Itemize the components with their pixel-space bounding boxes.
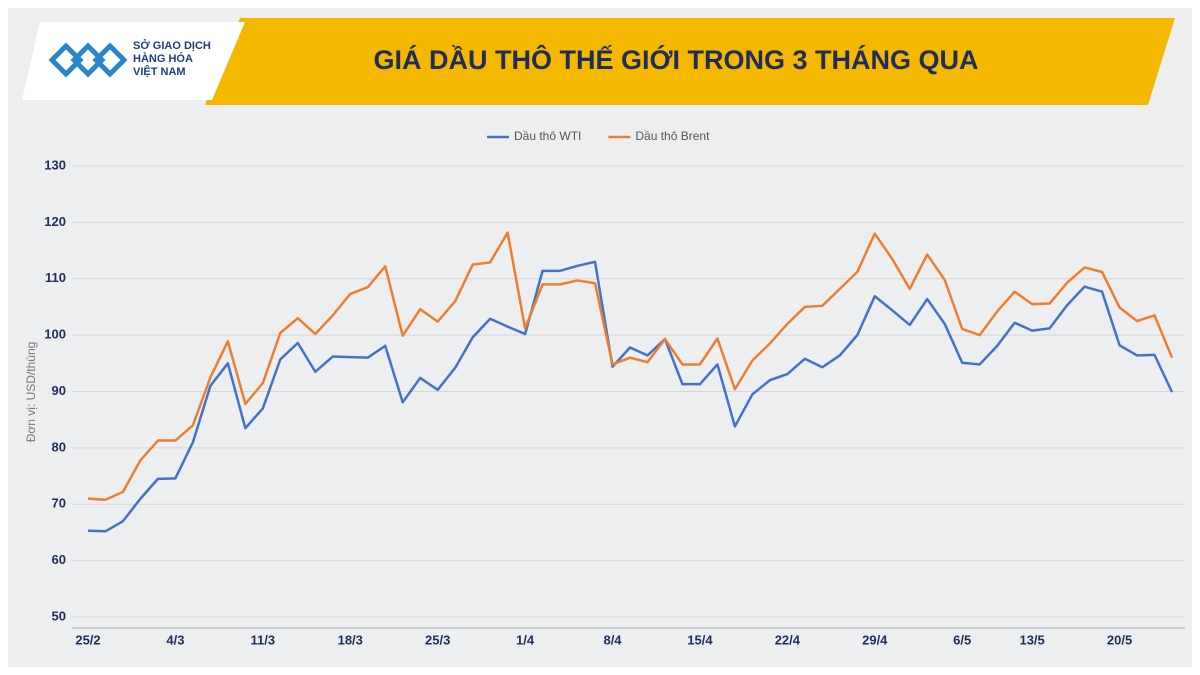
y-tick-label: 130 [44, 157, 66, 172]
x-tick-label: 4/3 [166, 632, 184, 647]
title-banner [205, 18, 1175, 105]
logo-text: VIỆT NAM [133, 65, 186, 78]
logo-text: SỞ GIAO DỊCH [133, 39, 211, 52]
legend-label: Dầu thô WTI [514, 129, 581, 143]
x-tick-label: 25/3 [425, 632, 450, 647]
y-tick-label: 50 [52, 608, 66, 623]
x-tick-label: 29/4 [862, 632, 888, 647]
x-tick-label: 11/3 [251, 632, 276, 647]
y-tick-label: 100 [44, 327, 66, 342]
x-tick-label: 25/2 [75, 632, 100, 647]
line-series [87, 231, 1174, 501]
panel [8, 8, 1192, 667]
legend-label: Dầu thô Brent [635, 129, 710, 143]
x-tick-label: 13/5 [1019, 632, 1044, 647]
y-tick-label: 110 [45, 270, 66, 285]
chart-title: GIÁ DẦU THÔ THẾ GIỚI TRONG 3 THÁNG QUA [373, 44, 978, 75]
x-tick-label: 1/4 [516, 632, 535, 647]
logo-text: HÀNG HÓA [133, 52, 193, 65]
y-tick-label: 120 [44, 214, 66, 229]
y-tick-label: 80 [52, 439, 66, 454]
x-tick-label: 8/4 [603, 632, 622, 647]
logo-box [22, 22, 245, 100]
y-axis-label: Đơn vị: USD/thùng [24, 342, 38, 443]
y-tick-label: 60 [52, 552, 66, 567]
y-tick-label: 70 [52, 496, 66, 511]
x-tick-label: 22/4 [775, 632, 801, 647]
x-tick-label: 15/4 [687, 632, 713, 647]
line-series [87, 260, 1174, 533]
x-tick-label: 20/5 [1107, 632, 1132, 647]
logo-icon [48, 42, 128, 78]
x-tick-label: 6/5 [953, 632, 971, 647]
y-tick-label: 90 [52, 383, 66, 398]
x-tick-label: 18/3 [338, 632, 363, 647]
